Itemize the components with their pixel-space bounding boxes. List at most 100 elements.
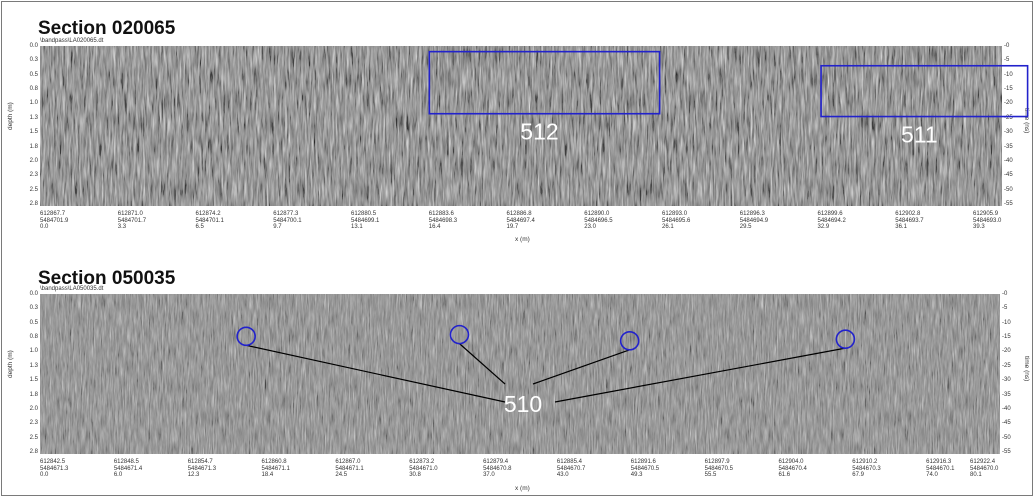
x-tick-easting: 612902.8 <box>895 211 921 217</box>
x-tick-label: 612842.5 5484671.3 0.0 <box>40 459 68 479</box>
time-tick-label: -55 <box>1004 201 1013 207</box>
x-tick-easting: 612897.9 <box>704 459 730 465</box>
x-tick-easting: 612854.7 <box>187 459 213 465</box>
leader-line <box>532 349 630 385</box>
x-tick-label: 612902.8 5484693.7 36.1 <box>895 211 923 231</box>
x-tick-easting: 612877.3 <box>273 211 299 217</box>
x-tick-northing: 5484670.8 <box>483 465 512 472</box>
x-tick-northing: 5484695.6 <box>662 217 691 224</box>
depth-tick-label: 2.0 <box>29 405 38 412</box>
x-tick-distance: 13.1 <box>351 224 363 231</box>
x-tick-northing: 5484694.9 <box>739 217 769 224</box>
x-tick-northing: 5484693.0 <box>973 217 1002 224</box>
section-1-title: Section 020065 <box>38 18 176 39</box>
x-tick-northing: 5484701.9 <box>40 217 69 224</box>
time-tick-label: -5 <box>1004 57 1010 64</box>
x-tick-distance: 29.5 <box>739 224 752 231</box>
time-tick-label: -20 <box>1004 100 1013 107</box>
leader-line <box>246 344 506 403</box>
x-tick-distance: 24.5 <box>335 472 348 479</box>
x-tick-distance: 26.1 <box>662 224 674 231</box>
x-tick-northing: 5484670.4 <box>778 465 807 472</box>
x-tick-label: 612910.2 5484670.3 67.9 <box>852 459 880 479</box>
x-tick-distance: 39.3 <box>973 224 985 231</box>
x-tick-northing: 5484671.4 <box>113 465 143 472</box>
x-tick-label: 612871.0 5484701.7 3.3 <box>118 211 146 231</box>
x-tick-distance: 18.4 <box>261 472 274 479</box>
x-tick-easting: 612842.5 <box>40 459 66 465</box>
x-tick-distance: 55.5 <box>704 472 717 479</box>
annotation-label-512: 512 <box>520 119 558 145</box>
x-tick-northing: 5484694.2 <box>817 217 846 224</box>
time-tick-label: -35 <box>1004 143 1013 150</box>
x-tick-northing: 5484670.5 <box>630 465 660 472</box>
x-tick-label: 612880.5 5484699.1 13.1 <box>351 211 379 231</box>
depth-tick-label: 1.3 <box>29 362 38 369</box>
time-tick-label: -15 <box>1002 334 1011 341</box>
x-tick-label: 612890.0 5484696.5 23.0 <box>584 211 612 231</box>
time-tick-label: -20 <box>1002 348 1011 355</box>
x-tick-northing: 5484671.3 <box>187 465 217 472</box>
depth-tick-label: 2.8 <box>29 449 38 455</box>
x-tick-distance: 23.0 <box>584 224 596 231</box>
x-tick-label: 612905.9 5484693.0 39.3 <box>973 211 1001 231</box>
x-tick-easting: 612890.0 <box>584 211 610 217</box>
target-circle <box>449 324 470 345</box>
x-tick-distance: 6.5 <box>195 224 204 231</box>
depth-tick-label: 0.0 <box>29 43 38 49</box>
x-tick-label: 612916.3 5484670.1 74.0 <box>926 459 954 479</box>
x-tick-easting: 612891.6 <box>630 459 656 465</box>
annotation-label-511: 511 <box>901 122 938 148</box>
depth-tick-label: 1.8 <box>29 143 38 150</box>
x-tick-label: 612897.9 5484670.5 55.5 <box>705 459 733 479</box>
x-tick-northing: 5484670.3 <box>852 465 881 472</box>
leader-line <box>554 347 846 403</box>
target-circle <box>835 329 856 349</box>
x-tick-distance: 80.1 <box>970 472 982 479</box>
x-tick-distance: 37.0 <box>483 472 495 479</box>
x-tick-label: 612867.7 5484701.9 0.0 <box>40 211 68 231</box>
x-tick-label: 612899.6 5484694.2 32.9 <box>818 211 846 231</box>
x-tick-northing: 5484671.0 <box>409 465 438 472</box>
x-tick-easting: 612886.8 <box>506 211 532 217</box>
time-tick-label: -35 <box>1002 391 1011 398</box>
x-tick-distance: 74.0 <box>926 472 938 479</box>
target-circle <box>236 326 256 347</box>
depth-tick-label: 1.3 <box>29 114 38 121</box>
x-tick-label: 612867.0 5484671.1 24.5 <box>335 459 363 479</box>
x-tick-distance: 67.9 <box>852 472 864 479</box>
time-tick-label: -40 <box>1002 405 1011 412</box>
x-tick-distance: 43.0 <box>556 472 569 479</box>
leader-line <box>459 343 506 385</box>
section-2-xlabel: x (m) <box>515 485 530 492</box>
depth-tick-label: 1.0 <box>29 348 38 355</box>
time-tick-label: -0 <box>1002 291 1008 297</box>
x-tick-distance: 16.4 <box>428 224 441 231</box>
x-tick-easting: 612883.6 <box>428 211 454 217</box>
x-tick-easting: 612880.5 <box>351 211 377 217</box>
x-tick-label: 612879.4 5484670.8 37.0 <box>483 459 511 479</box>
x-tick-distance: 49.3 <box>630 472 643 479</box>
depth-tick-label: 1.5 <box>29 377 38 384</box>
x-tick-label: 612885.4 5484670.7 43.0 <box>557 459 585 479</box>
depth-tick-label: 1.0 <box>29 100 38 107</box>
x-tick-northing: 5484700.1 <box>273 217 302 224</box>
x-tick-distance: 30.8 <box>409 472 421 479</box>
x-tick-northing: 5484699.1 <box>351 217 380 224</box>
x-tick-easting: 612871.0 <box>117 211 143 217</box>
x-tick-easting: 612867.7 <box>40 211 66 217</box>
x-tick-easting: 612905.9 <box>973 211 999 217</box>
x-tick-easting: 612874.2 <box>195 211 221 217</box>
x-tick-distance: 61.6 <box>778 472 791 479</box>
x-tick-label: 612848.5 5484671.4 6.0 <box>114 459 142 479</box>
time-tick-label: -5 <box>1002 305 1008 312</box>
x-tick-distance: 0.0 <box>40 224 49 231</box>
time-tick-label: -50 <box>1002 434 1011 441</box>
x-tick-easting: 612904.0 <box>778 459 804 465</box>
x-tick-label: 612877.3 5484700.1 9.7 <box>273 211 301 231</box>
x-tick-northing: 5484701.7 <box>117 217 147 224</box>
time-tick-label: -15 <box>1004 86 1013 93</box>
depth-tick-label: 0.3 <box>29 305 38 312</box>
annotation-box-512 <box>428 50 661 115</box>
x-tick-easting: 612873.2 <box>409 459 435 465</box>
